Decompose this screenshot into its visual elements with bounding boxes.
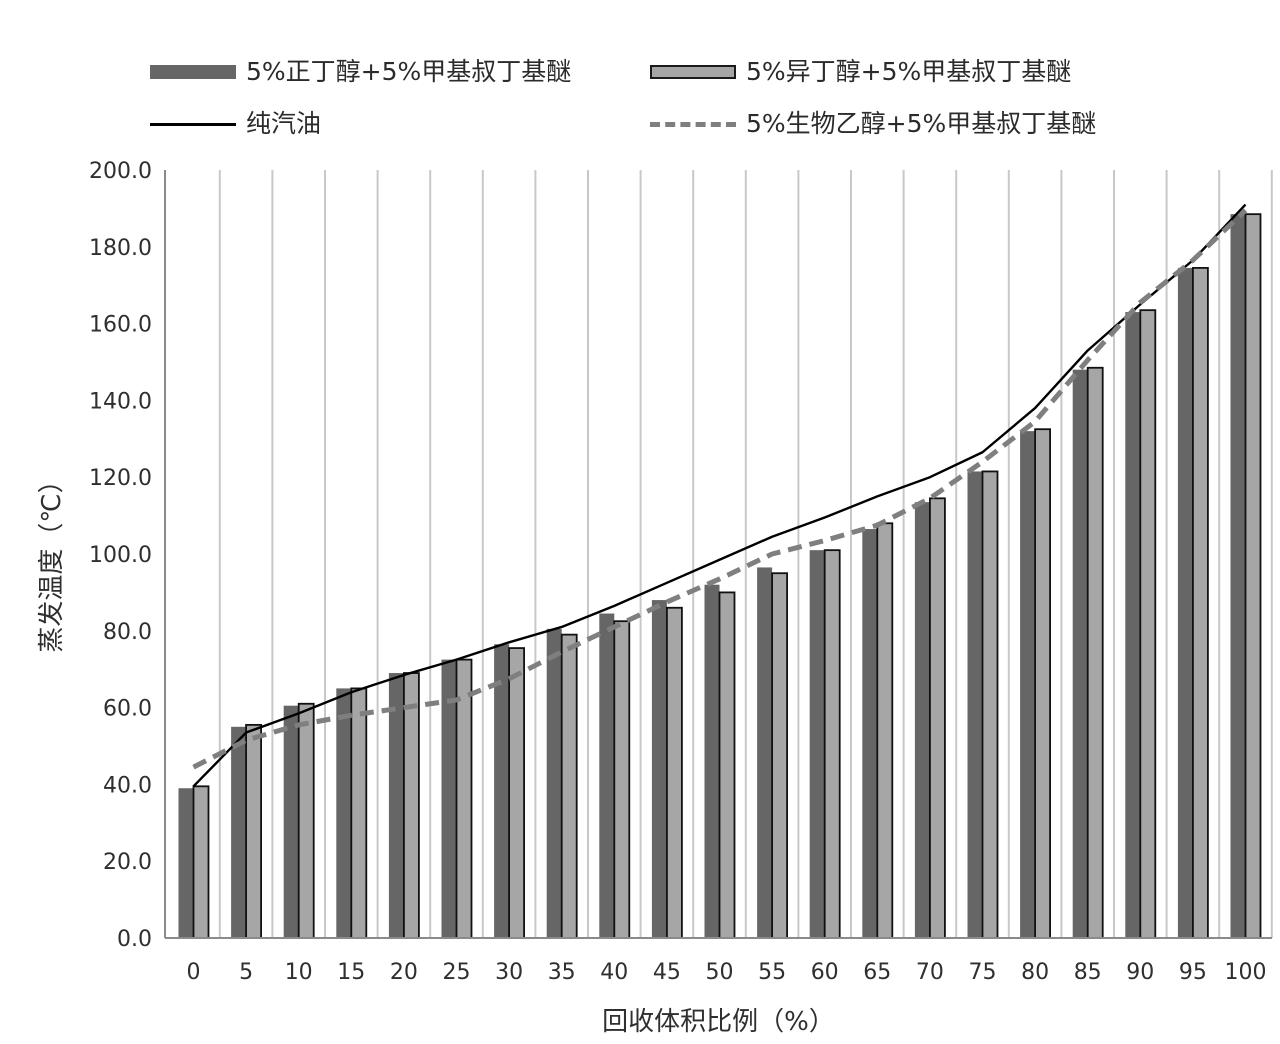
legend-label-pure-gasoline: 纯汽油 — [246, 109, 322, 138]
bar-isobutanol — [1034, 428, 1051, 939]
bar-isobutanol — [297, 702, 315, 939]
bar-n-butanol — [546, 628, 562, 938]
bar-n-butanol — [178, 788, 194, 938]
bar-isobutanol — [1192, 267, 1209, 939]
bar-n-butanol — [494, 644, 510, 938]
bar-n-butanol — [388, 673, 404, 938]
y-tick-label: 80.0 — [103, 620, 152, 645]
axes: 0.0 20.0 40.0 60.0 80.0 100.0 120.0 140.0 160.0 1… — [89, 159, 1272, 985]
bar-n-butanol — [1177, 267, 1193, 938]
bar-isobutanol — [823, 549, 841, 939]
x-tick-label: 20 — [390, 960, 418, 985]
bar-n-butanol — [231, 726, 247, 938]
bar-n-butanol — [914, 502, 930, 938]
bar-isobutanol — [718, 591, 736, 939]
legend-item-pure-gasoline: 纯汽油 — [150, 104, 321, 144]
x-tick-label: 35 — [548, 960, 576, 985]
bar-n-butanol — [441, 659, 457, 938]
legend-item-bioethanol: 5%生物乙醇+5%甲基叔丁基醚 — [650, 104, 1096, 144]
y-tick-label: 140.0 — [89, 389, 152, 414]
y-tick-label: 180.0 — [89, 236, 152, 261]
bar-isobutanol — [1139, 309, 1157, 939]
y-axis-title: 蒸发温度（℃） — [37, 467, 67, 652]
bar-isobutanol — [981, 470, 999, 939]
bar-n-butanol — [967, 471, 983, 938]
bar-isobutanol — [192, 785, 210, 939]
y-tick-label: 100.0 — [89, 543, 152, 568]
bar-n-butanol — [1072, 369, 1088, 938]
legend-swatch-isobutanol — [650, 65, 736, 79]
x-tick-label: 65 — [863, 960, 891, 985]
bar-isobutanol — [402, 672, 420, 939]
grid-lines — [218, 170, 1273, 938]
x-tick-label: 25 — [443, 960, 471, 985]
y-tick-label: 200.0 — [89, 159, 152, 184]
y-tick-label: 120.0 — [89, 466, 152, 491]
legend-swatch-n-butanol — [150, 65, 236, 79]
x-tick-label: 95 — [1179, 960, 1207, 985]
bar-n-butanol — [757, 567, 773, 938]
bar-isobutanol — [666, 606, 683, 939]
bar-n-butanol — [599, 613, 615, 938]
bar-isobutanol — [1244, 213, 1262, 939]
y-tick-label: 40.0 — [103, 773, 152, 798]
x-tick-label: 80 — [1021, 960, 1049, 985]
bar-isobutanol — [245, 723, 263, 939]
lines — [192, 203, 1248, 788]
x-tick-label: 0 — [187, 960, 201, 985]
x-tick-label: 75 — [969, 960, 997, 985]
bar-isobutanol — [1086, 366, 1104, 939]
line-pure-gasoline — [192, 203, 1247, 788]
bar-isobutanol — [560, 633, 578, 939]
x-tick-label: 45 — [653, 960, 681, 985]
x-tick-label: 15 — [337, 960, 365, 985]
line-bioethanol — [192, 208, 1248, 770]
bar-n-butanol — [862, 529, 878, 938]
x-tick-label: 50 — [706, 960, 734, 985]
bar-n-butanol — [1230, 214, 1246, 938]
legend: 5%正丁醇+5%甲基叔丁基醚 5%异丁醇+5%甲基叔丁基醚 纯汽油 5%生物乙醇… — [0, 0, 1280, 160]
y-tick-label: 20.0 — [103, 850, 152, 875]
bar-isobutanol — [929, 497, 946, 939]
x-tick-label: 55 — [758, 960, 786, 985]
legend-label-bioethanol: 5%生物乙醇+5%甲基叔丁基醚 — [746, 109, 1097, 138]
bar-isobutanol — [508, 647, 526, 939]
bar-n-butanol — [1125, 312, 1141, 939]
x-tick-label: 5 — [239, 960, 253, 985]
x-axis-title: 回收体积比例（%） — [602, 1007, 835, 1037]
x-tick-label: 40 — [600, 960, 628, 985]
legend-label-n-butanol: 5%正丁醇+5%甲基叔丁基醚 — [246, 57, 572, 86]
bar-isobutanol — [613, 620, 631, 939]
y-tick-label: 160.0 — [89, 313, 152, 338]
bar-isobutanol — [771, 572, 788, 939]
x-tick-label: 70 — [916, 960, 944, 985]
bar-n-butanol — [809, 550, 825, 938]
legend-swatch-pure-gasoline — [150, 122, 236, 126]
legend-item-n-butanol: 5%正丁醇+5%甲基叔丁基醚 — [150, 52, 571, 92]
y-tick-label: 60.0 — [103, 697, 152, 722]
bar-isobutanol — [350, 687, 368, 939]
bar-n-butanol — [336, 688, 352, 938]
x-tick-label: 30 — [495, 960, 523, 985]
x-tick-label: 100 — [1225, 960, 1267, 985]
bar-n-butanol — [283, 705, 299, 938]
bar-n-butanol — [704, 584, 720, 938]
legend-item-isobutanol: 5%异丁醇+5%甲基叔丁基醚 — [650, 52, 1071, 92]
bar-n-butanol — [1020, 431, 1036, 938]
x-tick-label: 60 — [811, 960, 839, 985]
bar-isobutanol — [876, 522, 894, 939]
y-tick-label: 0.0 — [117, 927, 152, 952]
bar-n-butanol — [651, 600, 667, 938]
x-tick-label: 90 — [1126, 960, 1154, 985]
x-tick-label: 85 — [1074, 960, 1102, 985]
bars — [178, 213, 1262, 939]
legend-label-isobutanol: 5%异丁醇+5%甲基叔丁基醚 — [746, 57, 1072, 86]
x-tick-label: 10 — [285, 960, 313, 985]
legend-swatch-bioethanol — [650, 121, 736, 127]
